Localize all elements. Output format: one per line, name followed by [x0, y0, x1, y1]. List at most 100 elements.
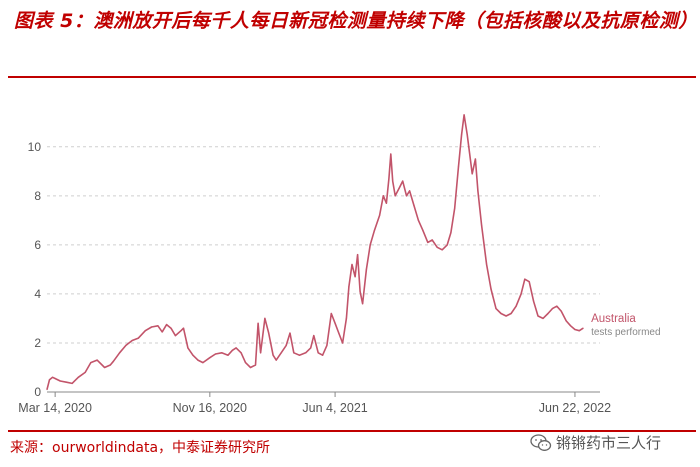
- data-point: [71, 382, 73, 384]
- y-tick-label: 6: [34, 238, 41, 252]
- data-point: [317, 352, 319, 354]
- data-point: [310, 347, 312, 349]
- grid-lines: [47, 146, 600, 344]
- data-point: [385, 202, 387, 204]
- data-point: [197, 359, 199, 361]
- x-axis: Mar 14, 2020 Nov 16, 2020 Jun 4, 2021 Jun 2…: [18, 391, 611, 415]
- data-point: [369, 244, 371, 246]
- data-point: [560, 310, 562, 312]
- data-point: [84, 371, 86, 373]
- data-point: [446, 244, 448, 246]
- data-point: [505, 315, 507, 317]
- data-point: [46, 388, 48, 391]
- data-point: [257, 322, 259, 324]
- data-point: [351, 263, 353, 266]
- data-point: [390, 153, 392, 155]
- data-point: [402, 180, 404, 182]
- data-point: [338, 332, 340, 334]
- data-point: [454, 207, 456, 209]
- data-point: [500, 312, 502, 315]
- data-point: [359, 290, 361, 293]
- data-point: [104, 366, 106, 369]
- data-point: [48, 379, 51, 381]
- title-divider: [8, 76, 696, 78]
- x-tick-label: Jun 22, 2022: [539, 401, 611, 415]
- watermark-text: 锵锵药市三人行: [556, 434, 662, 452]
- data-point: [293, 352, 295, 354]
- series-layer: [46, 114, 584, 391]
- data-point: [151, 326, 153, 328]
- data-point: [280, 352, 282, 354]
- data-point: [342, 342, 344, 344]
- data-point: [422, 229, 424, 231]
- footer-divider: [8, 430, 696, 432]
- data-point: [524, 278, 526, 280]
- data-point: [551, 308, 554, 310]
- data-point: [409, 190, 411, 192]
- data-point: [528, 281, 530, 283]
- series-sublabel: tests performed: [591, 327, 660, 338]
- y-tick-label: 0: [34, 385, 41, 399]
- data-point: [392, 180, 394, 182]
- data-point: [182, 327, 185, 329]
- wechat-icon: [530, 433, 552, 451]
- data-point: [574, 328, 576, 331]
- data-point: [515, 305, 517, 307]
- data-point: [298, 354, 300, 356]
- data-point: [289, 332, 291, 334]
- source-note: 来源：ourworldindata，中泰证券研究所: [10, 440, 271, 456]
- data-point: [578, 330, 580, 332]
- data-point: [481, 224, 483, 226]
- data-point: [471, 173, 473, 175]
- data-point: [254, 364, 257, 366]
- data-point: [170, 327, 172, 329]
- watermark: 锵锵药市三人行: [530, 432, 661, 453]
- data-point: [565, 320, 567, 322]
- data-point: [260, 352, 262, 354]
- data-point: [59, 380, 61, 382]
- data-point: [209, 357, 211, 359]
- data-point: [52, 376, 54, 378]
- data-point: [413, 205, 415, 207]
- data-point: [240, 352, 242, 354]
- data-point: [405, 195, 408, 197]
- data-point: [362, 303, 364, 305]
- data-point: [441, 249, 443, 251]
- data-point: [214, 353, 217, 355]
- series-label: Australia: [591, 313, 636, 325]
- data-point: [166, 324, 168, 326]
- line-chart: 0 2 4 6 8 10 Mar 14, 2020 Nov 16, 2020 Jun 4, 2…: [18, 114, 661, 415]
- y-tick-label: 2: [34, 336, 41, 350]
- data-point: [305, 352, 307, 354]
- data-point: [221, 352, 223, 354]
- series-labels: Australia tests performed: [591, 313, 660, 338]
- data-point: [382, 195, 384, 197]
- data-point: [202, 362, 204, 364]
- data-point: [235, 347, 237, 349]
- data-point: [490, 288, 492, 290]
- data-point: [322, 354, 324, 356]
- x-tick-label: Nov 16, 2020: [173, 401, 247, 415]
- data-point: [431, 239, 433, 241]
- data-point: [450, 232, 452, 234]
- data-point: [537, 315, 539, 317]
- data-point: [192, 354, 194, 356]
- data-point: [249, 366, 252, 369]
- data-point: [144, 330, 146, 332]
- series-line-australia: [46, 114, 584, 390]
- data-point: [427, 241, 429, 243]
- y-tick-label: 10: [28, 140, 42, 154]
- x-tick-label: Jun 4, 2021: [302, 401, 367, 415]
- data-point: [463, 114, 465, 116]
- data-point: [345, 317, 347, 319]
- data-point: [131, 339, 133, 342]
- data-point: [90, 362, 92, 364]
- data-point: [272, 354, 274, 356]
- data-point: [394, 195, 396, 197]
- data-point: [187, 347, 189, 349]
- data-point: [264, 317, 266, 319]
- data-point: [477, 190, 479, 192]
- data-point: [373, 229, 376, 231]
- data-point: [582, 327, 584, 329]
- data-point: [330, 312, 332, 315]
